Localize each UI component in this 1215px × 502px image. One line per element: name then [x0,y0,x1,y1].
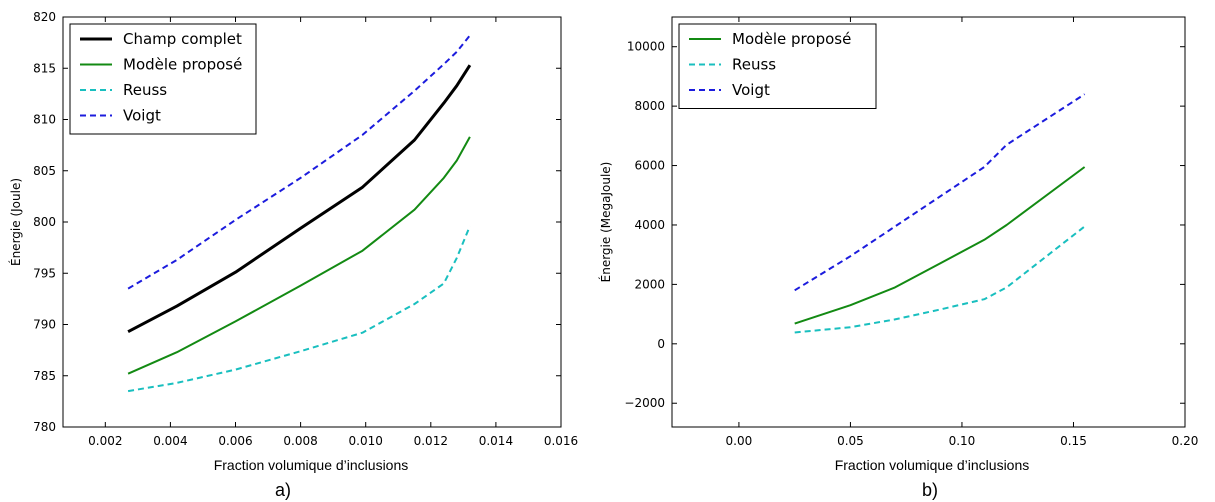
y-tick-label: 810 [33,113,56,127]
plot-frame [671,16,1186,428]
y-tick-label: 4000 [634,218,665,232]
series-line-0 [794,166,1086,325]
series-line-3 [127,34,471,290]
x-tick-label: 0.05 [837,434,864,448]
legend-label: Voigt [123,107,161,125]
y-tick-label: 0 [657,337,665,351]
x-tick-label: 0.20 [1172,434,1199,448]
x-tick-label: 0.014 [479,434,513,448]
y-tick-label: 780 [33,420,56,434]
y-tick-label: 2000 [634,277,665,291]
legend-label: Voigt [732,81,770,99]
y-tick-label: 820 [33,10,56,24]
y-tick-label: −2000 [624,396,665,410]
x-tick-label: 0.004 [153,434,187,448]
y-tick-label: 8000 [634,99,665,113]
x-tick-label: 0.008 [283,434,317,448]
chart-b: 0.00 0.05 0.10 0.15 0.20 −2000 0 2000 4000 6000 80… [598,16,1199,500]
chart-a: 0.002 0.004 0.006 0.008 0.010 0.012 0.014 0.016… [8,10,578,500]
x-tick-label: 0.00 [726,434,753,448]
series-line-0 [127,64,472,334]
y-axis-label: Énergie (MegaJoule) [598,162,613,283]
legend-label: Reuss [123,81,167,99]
legend-label: Reuss [732,56,776,74]
x-tick-label: 0.10 [949,434,976,448]
y-tick-label: 790 [33,318,56,332]
legend-label: Champ complet [123,30,242,48]
legend-label: Modèle proposé [123,56,242,74]
series-line-2 [127,225,471,393]
x-tick-label: 0.016 [544,434,578,448]
y-tick-label: 10000 [627,40,665,54]
x-axis-label: Fraction volumique d’inclusions [214,457,409,473]
y-tick-label: 795 [33,266,56,280]
x-tick-label: 0.002 [88,434,122,448]
series-line-2 [794,93,1086,292]
y-tick-label: 6000 [634,159,665,173]
y-axis-label: Énergie (Joule) [8,178,23,266]
panel-label: a) [275,480,291,500]
x-tick-label: 0.012 [414,434,448,448]
y-tick-label: 785 [33,369,56,383]
panel-label: b) [922,480,938,500]
series-line-1 [794,225,1086,334]
series-line-1 [127,136,471,375]
x-tick-label: 0.15 [1060,434,1087,448]
x-tick-label: 0.010 [349,434,383,448]
x-tick-label: 0.006 [218,434,252,448]
y-tick-label: 815 [33,61,56,75]
y-tick-label: 805 [33,164,56,178]
y-tick-label: 800 [33,215,56,229]
legend-label: Modèle proposé [732,30,851,48]
x-axis-label: Fraction volumique d’inclusions [835,457,1030,473]
